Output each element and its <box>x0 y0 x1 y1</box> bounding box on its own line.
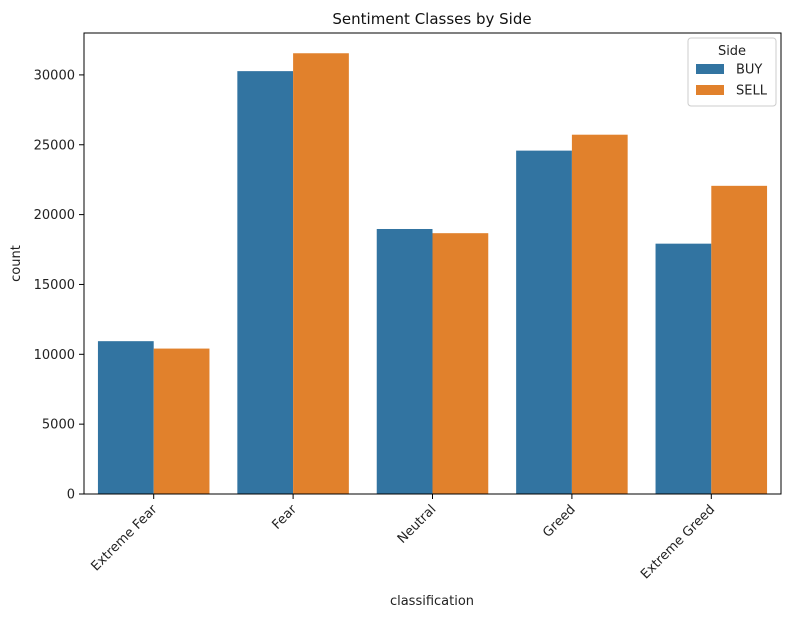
x-tick-label: Fear <box>269 502 300 533</box>
y-tick-label: 0 <box>67 488 75 503</box>
y-tick-label: 10000 <box>34 348 75 363</box>
bar-sell-extreme-fear <box>153 348 210 494</box>
x-tick-label: Greed <box>540 502 578 540</box>
x-axis-label: classification <box>390 594 474 609</box>
legend-label-sell: SELL <box>736 84 768 99</box>
bar-sell-extreme-greed <box>711 185 768 494</box>
bar-sell-neutral <box>432 233 489 494</box>
bar-buy-extreme-fear <box>97 341 154 494</box>
legend-swatch-buy <box>696 64 724 74</box>
legend-title: Side <box>718 44 746 59</box>
x-tick-label: Extreme Fear <box>88 502 161 575</box>
legend-label-buy: BUY <box>736 63 762 78</box>
x-tick-label: Neutral <box>395 502 440 547</box>
bar-buy-neutral <box>376 228 433 494</box>
y-axis: 0 5000 10000 15000 20000 25000 30000 <box>34 68 84 503</box>
bar-sell-fear <box>293 53 349 494</box>
x-axis: Extreme Fear Fear Neutral Greed Extreme Gree… <box>88 494 718 582</box>
legend: Side BUY SELL <box>687 37 777 107</box>
y-tick-label: 5000 <box>42 418 75 433</box>
bar-buy-fear <box>237 71 294 495</box>
y-tick-label: 25000 <box>34 138 75 153</box>
x-tick-label: Extreme Greed <box>638 502 718 582</box>
bar-buy-greed <box>516 150 572 494</box>
y-tick-label: 15000 <box>34 278 75 293</box>
y-axis-label: count <box>9 245 24 282</box>
chart-title: Sentiment Classes by Side <box>332 10 531 28</box>
bar-buy-extreme-greed <box>655 243 712 494</box>
legend-items: BUY SELL <box>696 63 768 99</box>
y-tick-label: 30000 <box>34 68 75 83</box>
y-tick-label: 20000 <box>34 208 75 223</box>
legend-swatch-sell <box>696 85 724 95</box>
bar-sell-greed <box>571 134 628 494</box>
bars-group <box>97 53 768 495</box>
